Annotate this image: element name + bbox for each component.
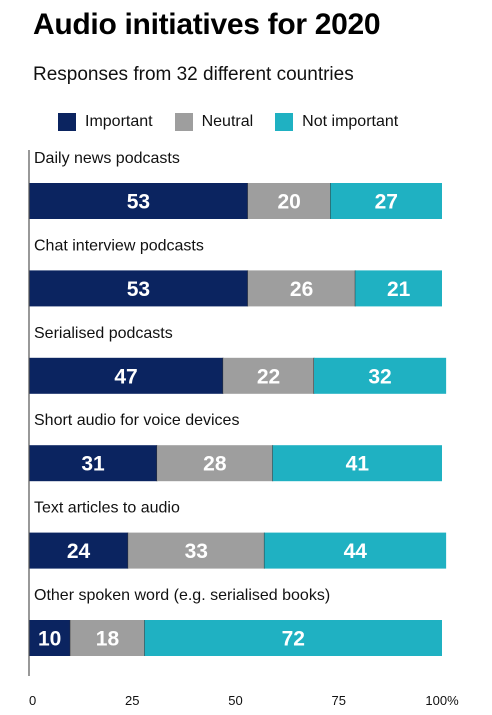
bar-segment-neutral — [223, 357, 314, 394]
category-label: Daily news podcasts — [34, 150, 180, 167]
data-label-important: 53 — [127, 278, 150, 301]
bar-segment-not-important — [330, 183, 442, 219]
bar-segment-neutral — [128, 532, 265, 569]
data-label-neutral: 22 — [257, 365, 280, 388]
data-label-neutral: 33 — [185, 540, 208, 563]
data-label-important: 10 — [38, 628, 61, 651]
x-tick-label: 0 — [29, 693, 36, 708]
data-label-important: 31 — [81, 453, 105, 476]
data-label-not-important: 27 — [375, 191, 398, 214]
legend-item-important: Important — [58, 113, 153, 131]
bar-segment-important — [29, 445, 158, 482]
legend-swatch-important — [58, 113, 76, 131]
data-label-not-important: 32 — [368, 365, 391, 388]
bar-segment-important — [29, 620, 71, 656]
bar-segment-neutral — [70, 620, 145, 656]
bar-segment-important — [29, 357, 224, 394]
bar-segment-neutral — [247, 183, 331, 219]
data-label-neutral: 26 — [290, 278, 313, 301]
category-label: Other spoken word (e.g. serialised books… — [34, 587, 330, 604]
bar-segment-important — [29, 532, 129, 569]
bar-segment-not-important — [313, 357, 447, 394]
bar-segment-important — [29, 270, 248, 307]
legend-label-neutral: Neutral — [201, 113, 254, 130]
data-label-not-important: 44 — [344, 540, 368, 563]
bar-segment-not-important — [272, 445, 442, 482]
data-label-important: 24 — [67, 540, 91, 563]
bar-segment-important — [29, 183, 248, 219]
legend-swatch-not-important — [275, 113, 294, 131]
data-label-not-important: 21 — [387, 278, 411, 301]
data-label-important: 47 — [114, 365, 137, 388]
legend-item-not-important: Not important — [275, 113, 398, 131]
legend-swatch-neutral — [174, 113, 193, 131]
bar-segment-not-important — [264, 532, 447, 569]
bar-segment-neutral — [157, 445, 273, 482]
category-label: Chat interview podcasts — [34, 237, 204, 254]
data-label-neutral: 18 — [96, 628, 120, 651]
category-label: Serialised podcasts — [34, 325, 173, 342]
data-label-neutral: 20 — [278, 191, 301, 214]
data-label-not-important: 72 — [282, 628, 305, 651]
data-label-not-important: 41 — [346, 453, 370, 476]
legend-label-important: Important — [85, 113, 153, 130]
x-tick-label: 100% — [425, 693, 459, 708]
bar-segment-not-important — [355, 270, 442, 307]
x-tick-label: 75 — [332, 693, 346, 708]
x-tick-label: 25 — [125, 693, 139, 708]
bar-segment-not-important — [144, 620, 442, 656]
x-tick-label: 50 — [228, 693, 242, 708]
data-label-important: 53 — [127, 191, 150, 214]
chart-subtitle: Responses from 32 different countries — [33, 64, 354, 85]
category-label: Text articles to audio — [34, 500, 180, 517]
legend: Important Neutral Not important — [58, 110, 420, 134]
data-label-neutral: 28 — [203, 453, 227, 476]
chart-title: Audio initiatives for 2020 — [33, 8, 381, 41]
bar-segment-neutral — [247, 270, 356, 307]
legend-item-neutral: Neutral — [174, 113, 254, 131]
legend-label-not-important: Not important — [302, 113, 399, 130]
category-label: Short audio for voice devices — [34, 412, 239, 429]
